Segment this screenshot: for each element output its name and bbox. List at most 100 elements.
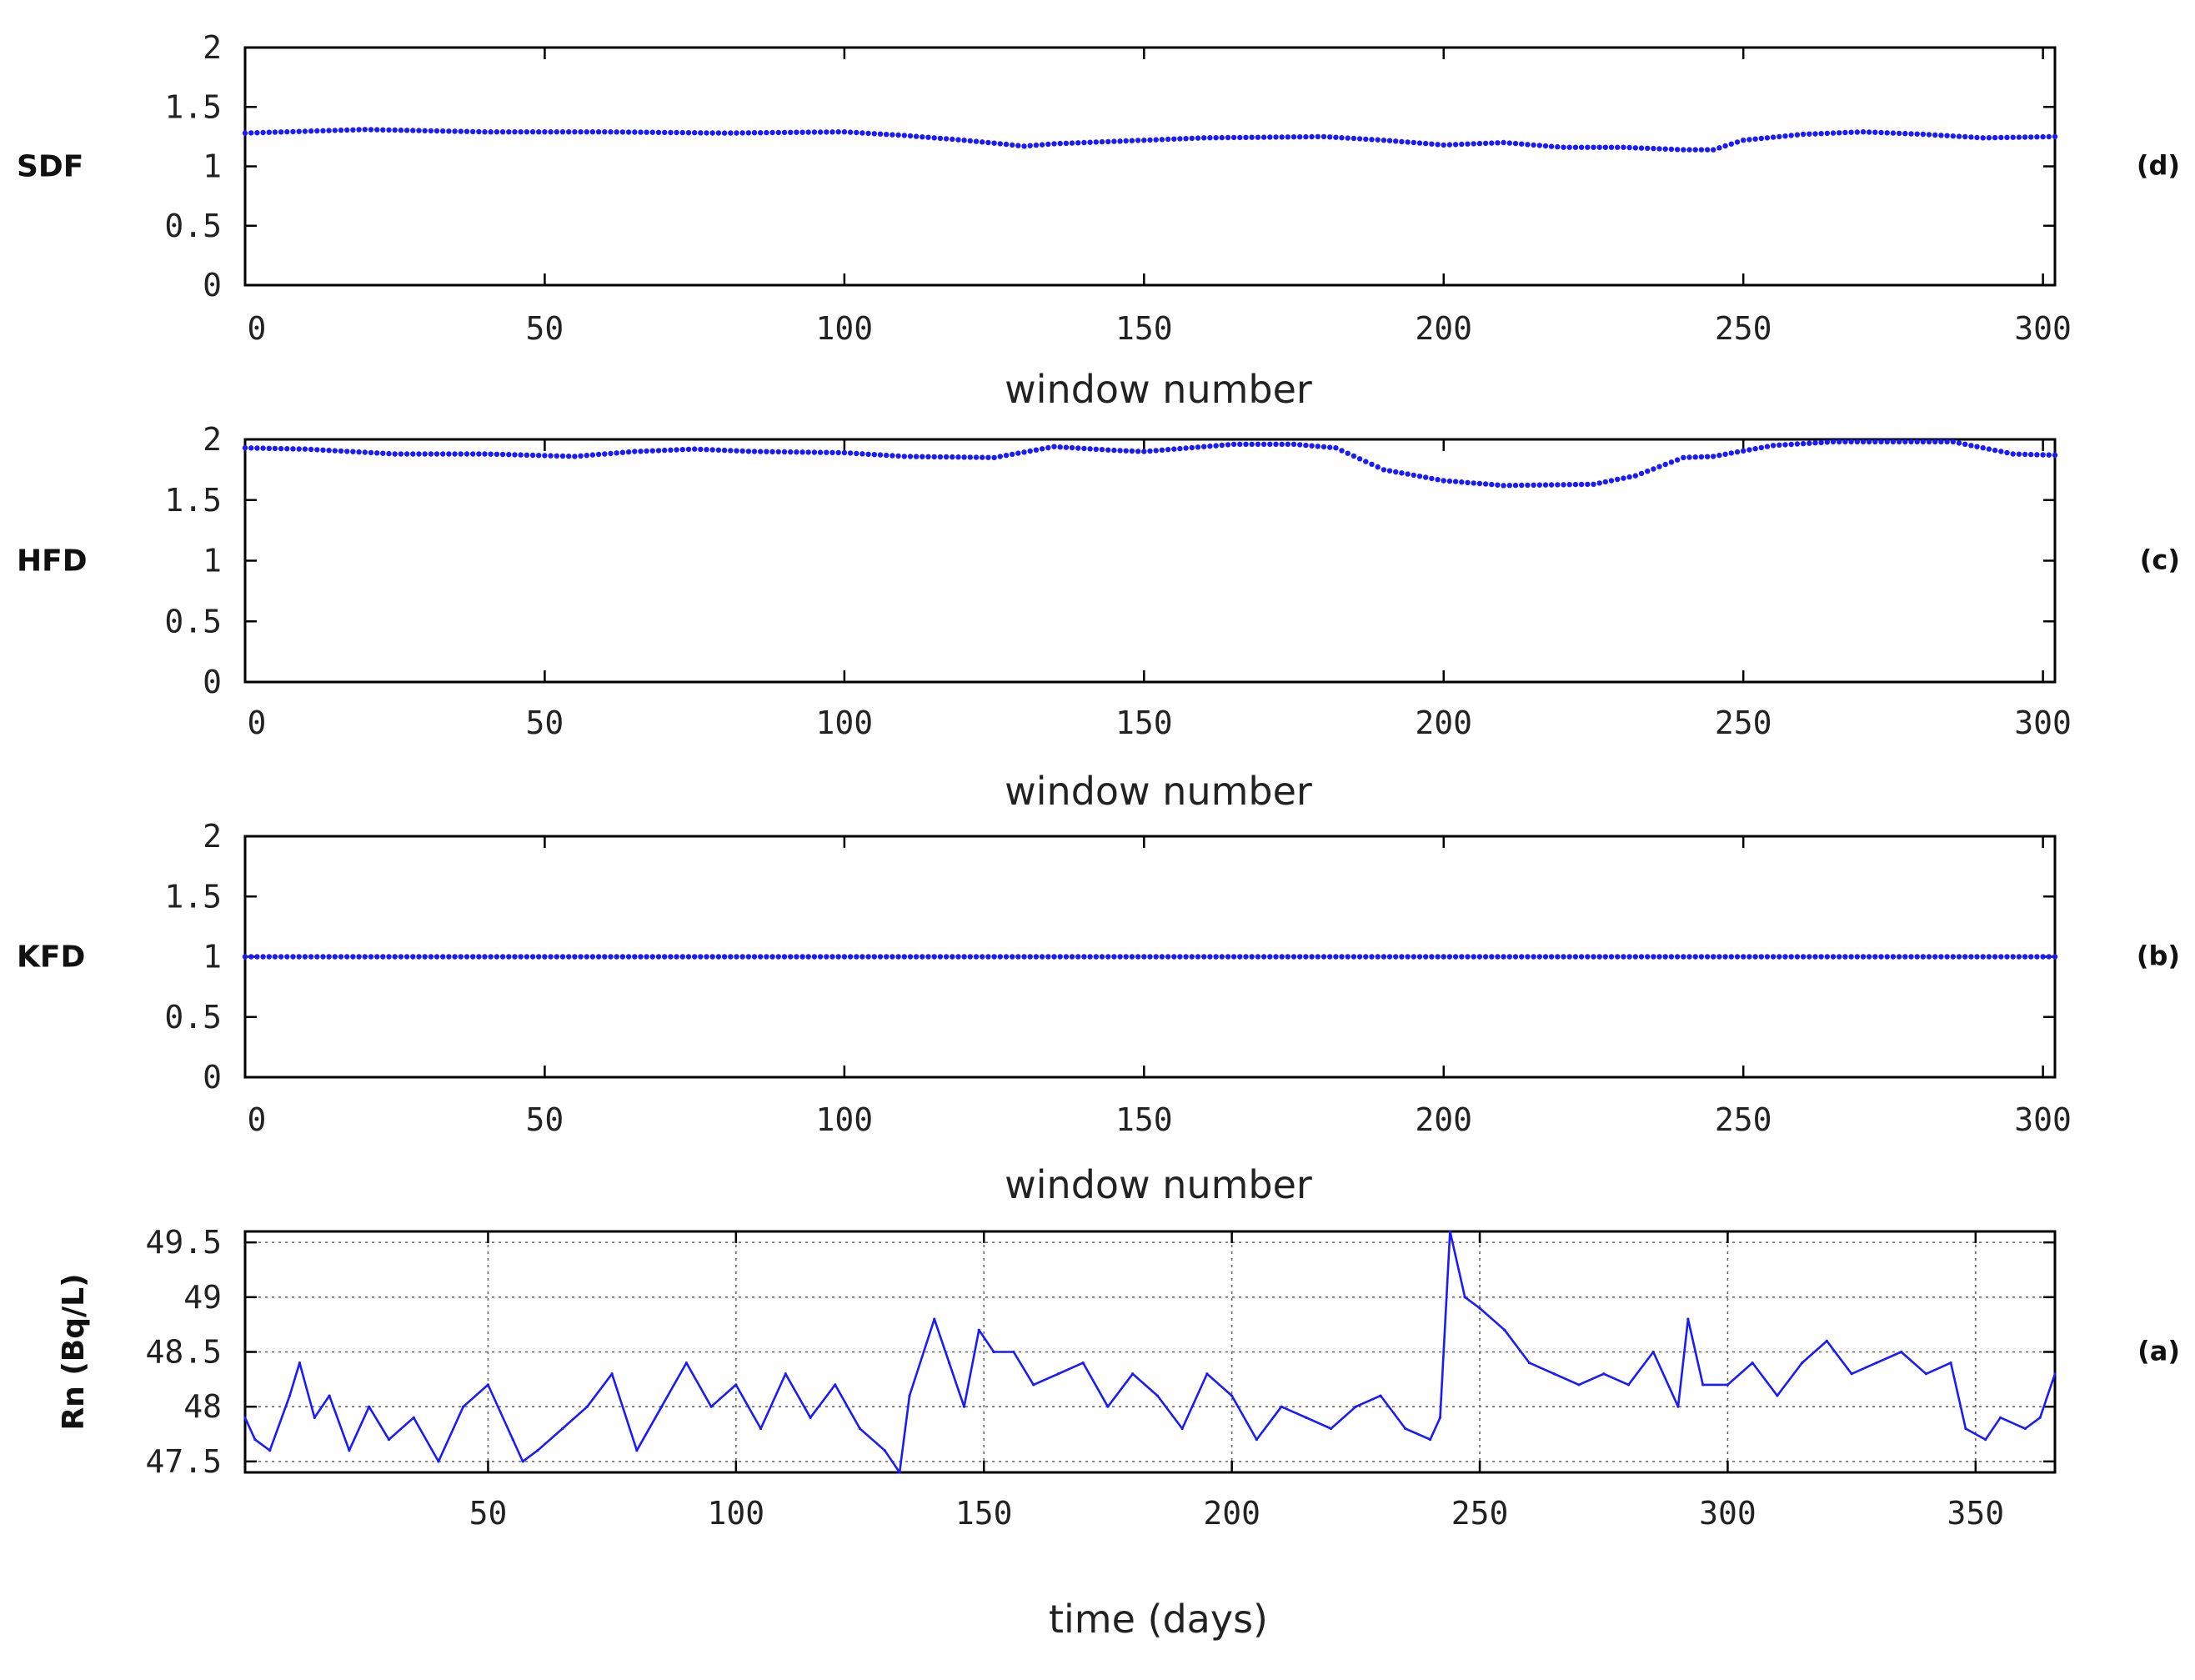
data-point bbox=[871, 452, 878, 458]
data-point bbox=[1848, 954, 1854, 960]
data-point bbox=[1812, 131, 1818, 137]
data-point bbox=[1962, 441, 1968, 447]
data-point bbox=[1964, 1427, 1967, 1431]
data-point bbox=[398, 954, 404, 960]
data-point bbox=[440, 128, 446, 134]
data-point bbox=[260, 129, 266, 136]
data-point bbox=[403, 128, 410, 133]
data-point bbox=[950, 454, 955, 460]
data-point bbox=[1489, 140, 1495, 146]
data-point bbox=[1446, 478, 1453, 484]
data-point bbox=[422, 954, 428, 960]
data-point bbox=[625, 449, 632, 455]
data-point bbox=[1153, 137, 1159, 143]
data-point bbox=[344, 449, 350, 454]
data-point bbox=[1591, 481, 1596, 487]
data-point bbox=[437, 1460, 440, 1463]
data-point bbox=[1776, 1394, 1779, 1397]
data-point bbox=[1794, 132, 1801, 138]
data-point bbox=[1548, 482, 1555, 488]
data-point bbox=[1926, 439, 1932, 445]
data-point bbox=[781, 129, 788, 136]
data-point bbox=[368, 127, 374, 133]
data-point bbox=[1741, 138, 1746, 143]
data-point bbox=[1777, 442, 1782, 448]
data-point bbox=[692, 130, 698, 136]
data-point bbox=[1273, 441, 1279, 447]
data-point bbox=[1638, 470, 1645, 477]
data-point bbox=[1531, 954, 1536, 960]
data-point bbox=[1027, 954, 1033, 960]
data-point bbox=[1577, 1383, 1581, 1387]
data-point bbox=[2028, 451, 2034, 458]
data-point bbox=[1818, 439, 1824, 445]
data-point bbox=[584, 129, 589, 135]
data-point bbox=[1165, 136, 1171, 143]
data-point bbox=[356, 449, 362, 455]
data-point bbox=[625, 954, 632, 960]
data-point bbox=[1854, 129, 1860, 135]
data-point bbox=[1123, 954, 1129, 960]
data-point bbox=[1012, 1350, 1015, 1354]
data-point bbox=[1908, 439, 1914, 445]
data-point bbox=[1608, 478, 1615, 484]
data-point bbox=[272, 129, 278, 135]
data-point bbox=[715, 130, 722, 136]
data-point bbox=[1812, 954, 1818, 960]
x-tick-label: 0 bbox=[248, 1101, 267, 1138]
data-point bbox=[1914, 439, 1920, 445]
data-point bbox=[1949, 1362, 1952, 1365]
x-tick-label: 150 bbox=[955, 1495, 1013, 1532]
data-point bbox=[524, 129, 530, 135]
data-point bbox=[1878, 129, 1884, 136]
data-point bbox=[1800, 440, 1807, 447]
data-point bbox=[1369, 954, 1375, 960]
data-point bbox=[1423, 954, 1429, 960]
data-point bbox=[260, 954, 266, 960]
data-point bbox=[398, 128, 404, 133]
data-point bbox=[278, 954, 284, 960]
data-point bbox=[589, 954, 596, 960]
data-point bbox=[1129, 954, 1135, 960]
data-point bbox=[2040, 133, 2046, 140]
data-point bbox=[368, 1405, 371, 1408]
data-point bbox=[980, 954, 985, 960]
data-point bbox=[1674, 457, 1681, 463]
data-point bbox=[1501, 483, 1506, 489]
data-point bbox=[775, 954, 781, 960]
data-point bbox=[1764, 954, 1771, 960]
data-point bbox=[458, 954, 464, 960]
data-point bbox=[1542, 143, 1549, 149]
data-point bbox=[1207, 135, 1213, 141]
data-point bbox=[1177, 954, 1183, 960]
data-point bbox=[1854, 439, 1860, 445]
data-point bbox=[350, 127, 356, 133]
data-point bbox=[1800, 954, 1807, 960]
data-point bbox=[1944, 439, 1950, 445]
y-tick-label: 0 bbox=[203, 1059, 222, 1096]
data-point bbox=[1495, 954, 1501, 960]
data-point bbox=[374, 954, 380, 960]
data-point bbox=[1003, 954, 1010, 960]
data-point bbox=[692, 954, 698, 960]
data-point bbox=[1411, 472, 1417, 479]
data-point bbox=[499, 954, 506, 960]
data-point bbox=[1519, 954, 1525, 960]
data-point bbox=[566, 129, 572, 135]
x-tick-label: 150 bbox=[1115, 1101, 1173, 1138]
data-point bbox=[1626, 144, 1632, 151]
data-point bbox=[739, 448, 745, 454]
data-point bbox=[1230, 1394, 1234, 1397]
data-point bbox=[884, 132, 890, 138]
data-point bbox=[1572, 144, 1579, 150]
data-point bbox=[781, 449, 788, 455]
data-point bbox=[1842, 439, 1848, 445]
data-point bbox=[1860, 129, 1867, 135]
data-point bbox=[684, 1362, 688, 1365]
data-point bbox=[1830, 439, 1837, 445]
data-point bbox=[1651, 466, 1656, 472]
data-point bbox=[1117, 448, 1123, 454]
data-point bbox=[1807, 954, 1812, 960]
data-point bbox=[961, 954, 967, 960]
data-point bbox=[1279, 134, 1285, 140]
